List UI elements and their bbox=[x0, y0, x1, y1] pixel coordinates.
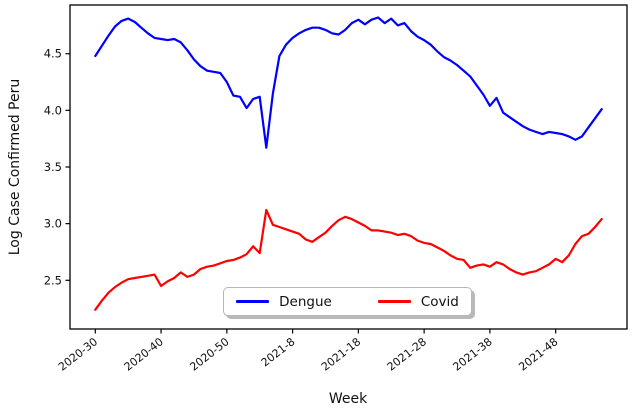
x-tick-label: 2021-38 bbox=[451, 335, 495, 374]
covid-line-swatch bbox=[377, 300, 411, 303]
x-tick-label: 2020-50 bbox=[187, 335, 231, 374]
y-tick-label: 2.5 bbox=[44, 273, 62, 287]
legend: Dengue Covid bbox=[223, 287, 472, 316]
y-axis-ticks: 2.5 3.0 3.5 4.0 4.5 bbox=[44, 47, 70, 287]
legend-label-dengue: Dengue bbox=[279, 293, 332, 310]
dengue-line-swatch bbox=[236, 300, 270, 303]
x-tick-label: 2021-18 bbox=[319, 335, 363, 374]
legend-label-covid: Covid bbox=[420, 293, 459, 310]
y-tick-label: 3.5 bbox=[44, 160, 62, 174]
x-tick-label: 2021-48 bbox=[516, 335, 560, 374]
dengue-line bbox=[94, 16, 603, 149]
y-axis-title: Log Case Confirmed Peru bbox=[7, 78, 23, 256]
legend-item-covid: Covid bbox=[377, 293, 459, 310]
plot-border bbox=[69, 4, 628, 330]
covid-line bbox=[94, 208, 603, 311]
x-axis-title: Week bbox=[328, 391, 368, 407]
legend-item-dengue: Dengue bbox=[236, 294, 332, 310]
x-tick-label: 2021-28 bbox=[385, 335, 429, 374]
y-tick-label: 4.5 bbox=[44, 47, 62, 61]
y-tick-label: 4.0 bbox=[44, 103, 62, 117]
x-tick-label: 2020-40 bbox=[122, 335, 166, 374]
x-tick-label: 2020-30 bbox=[56, 335, 100, 374]
y-tick-label: 3.0 bbox=[44, 217, 62, 231]
x-tick-label: 2021-8 bbox=[259, 335, 298, 369]
x-axis-ticks: 2020-30 2020-40 2020-50 2021-8 2021-18 2021-2… bbox=[56, 329, 561, 374]
